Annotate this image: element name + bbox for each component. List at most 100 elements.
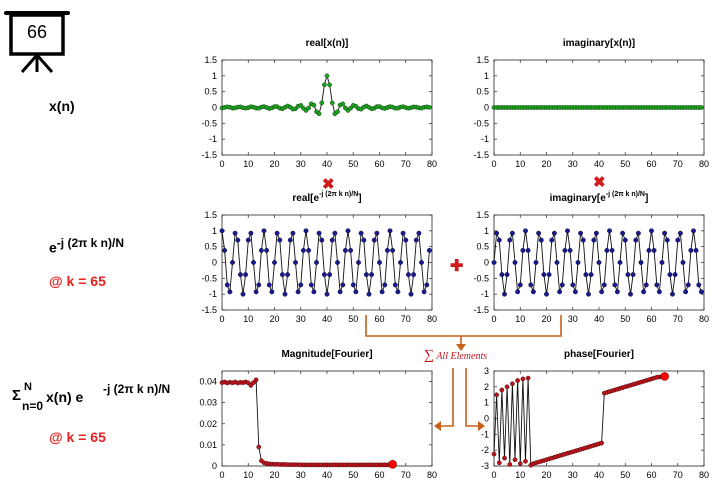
data-point (282, 291, 288, 297)
plus-icon: ✚ (450, 258, 464, 275)
slide-number: 66 (26, 22, 48, 42)
y-tick-label: 0.5 (204, 87, 217, 97)
data-point (601, 282, 607, 288)
data-point (235, 237, 241, 243)
data-point (319, 237, 325, 243)
data-point (426, 247, 432, 253)
x-tick-label: 40 (322, 470, 332, 480)
data-point (335, 109, 340, 115)
chart-4: 0.04 0.03 0.02 0.01 00 10 20 30 40 50 60 70 80 Magnit… (199, 349, 437, 480)
x-tick-label: 50 (620, 470, 630, 480)
y-tick-label: 0.04 (199, 377, 217, 387)
data-point (546, 272, 552, 278)
data-point (588, 272, 594, 278)
data-point (285, 272, 291, 278)
y-tick-label: 3 (484, 366, 489, 376)
x-tick-label: 30 (568, 159, 578, 169)
data-point (405, 272, 411, 278)
data-point (392, 282, 398, 288)
data-point (272, 260, 277, 265)
y-tick-label: 0.03 (199, 398, 217, 408)
data-point (680, 260, 686, 265)
x-tick-label: 0 (219, 159, 224, 169)
y-tick-label: 0.5 (476, 87, 489, 97)
y-tick-label: -0.5 (473, 273, 489, 283)
data-point (232, 230, 238, 236)
x-tick-label: 10 (243, 470, 253, 480)
y-tick-label: 1 (212, 71, 217, 81)
data-point (219, 228, 225, 234)
y-tick-label: 0 (212, 103, 217, 113)
data-point (528, 282, 534, 288)
data-point (510, 381, 515, 387)
data-point (499, 387, 505, 393)
data-point (670, 291, 675, 297)
data-point (659, 260, 665, 265)
data-point (520, 247, 526, 253)
x-tick-label: 30 (568, 314, 578, 324)
plot-title: imaginary[e-j (2π k n)/N] (550, 191, 649, 204)
data-point (620, 230, 626, 236)
chart-3: 1.510.50-0.5-1-1.50 10 20 30 40 50 60 70 80imagi… (473, 191, 709, 324)
x-tick-label: 50 (348, 159, 358, 169)
y-tick-label: 0 (212, 258, 217, 268)
data-point (348, 105, 353, 111)
x-tick-label: 60 (646, 470, 656, 480)
data-point (617, 260, 623, 265)
kernel-base: e (49, 239, 57, 256)
y-tick-label: 0 (212, 461, 217, 471)
x-tick-label: 70 (401, 314, 411, 324)
data-point (314, 260, 319, 265)
data-point (358, 230, 364, 236)
x-tick-label: 10 (243, 314, 253, 324)
data-point (599, 289, 605, 295)
sum-upper-limit: N (24, 381, 32, 393)
plot-title: imaginary[x(n)] (563, 38, 635, 49)
data-point (654, 282, 660, 288)
data-point (667, 272, 673, 278)
data-point (496, 237, 502, 243)
y-tick-label: -0.5 (473, 118, 489, 128)
data-point (641, 289, 647, 295)
data-point (575, 260, 581, 265)
data-point (424, 282, 430, 288)
data-point (324, 73, 330, 79)
data-point (374, 230, 380, 236)
plot-title: real[e-j (2π k n)/N] (292, 191, 361, 204)
y-tick-label: -1 (481, 289, 489, 299)
k-value-label-2: @ k = 65 (49, 429, 106, 445)
x-tick-label: 80 (427, 470, 437, 480)
x-tick-label: 80 (699, 159, 709, 169)
x-tick-label: 70 (673, 470, 683, 480)
plot-title: Magnitude[Fourier] (281, 349, 372, 360)
data-point (353, 289, 359, 295)
data-point (279, 272, 285, 278)
plot-title-main: imaginary[e (550, 193, 607, 204)
plot-title-end: ] (358, 193, 361, 204)
x-tick-label: 80 (427, 314, 437, 324)
plot-title-exponent: -j (2π k n)/N (319, 191, 358, 198)
data-point (643, 282, 649, 288)
data-point (416, 230, 422, 236)
data-point (512, 457, 518, 463)
y-tick-label: 0.01 (199, 440, 217, 450)
data-point (390, 247, 396, 253)
data-point (287, 237, 293, 243)
plot-title-exponent: -j (2π k n)/N (606, 191, 645, 198)
xn-label: x(n) (49, 98, 75, 114)
x-tick-label: 60 (374, 470, 384, 480)
x-tick-label: 40 (322, 159, 332, 169)
x-tick-label: 70 (401, 470, 411, 480)
presentation-board-icon (4, 11, 70, 73)
x-tick-label: 70 (673, 314, 683, 324)
data-point (227, 289, 233, 295)
plot-title-end: ] (645, 193, 648, 204)
sigma-symbol: Σ (12, 387, 22, 404)
data-point (628, 291, 633, 297)
slide-number-board: 66 (2, 6, 72, 76)
data-point (348, 247, 354, 253)
data-point (504, 272, 510, 278)
x-tick-label: 80 (427, 159, 437, 169)
y-tick-label: -3 (481, 461, 489, 471)
data-point (419, 260, 424, 265)
